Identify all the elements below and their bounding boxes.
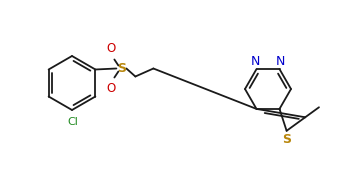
- Text: S: S: [117, 62, 126, 75]
- Text: N: N: [276, 55, 285, 68]
- Text: O: O: [107, 82, 116, 95]
- Text: S: S: [282, 133, 291, 146]
- Text: O: O: [107, 43, 116, 56]
- Text: Cl: Cl: [68, 117, 78, 127]
- Text: N: N: [251, 55, 260, 68]
